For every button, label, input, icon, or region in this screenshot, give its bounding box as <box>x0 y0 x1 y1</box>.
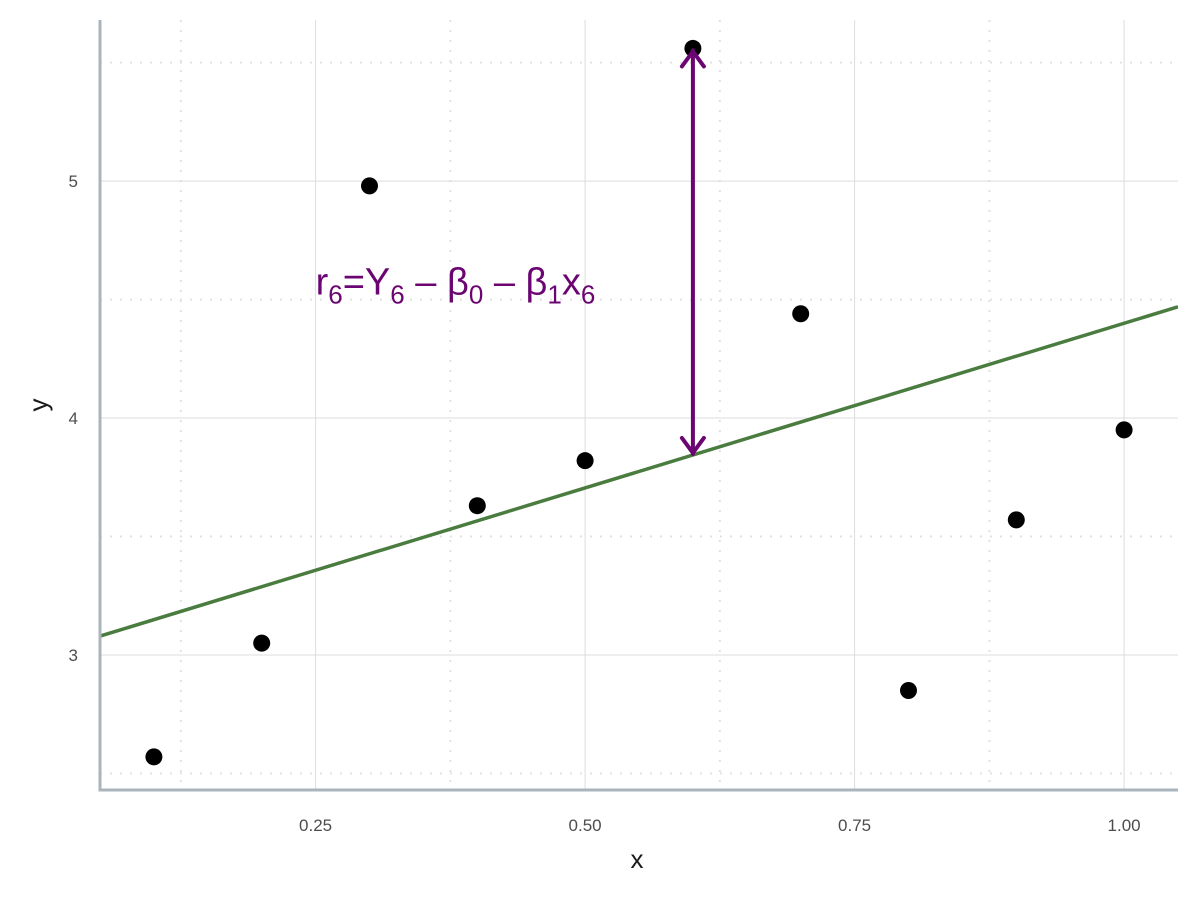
grid-minor <box>100 20 1178 790</box>
y-tick-labels: 3 4 5 <box>69 172 78 665</box>
data-point <box>1007 511 1025 529</box>
annotation-subscript: 1 <box>547 280 561 310</box>
annotation-subscript: 6 <box>390 280 404 310</box>
y-tick-label: 3 <box>69 646 78 665</box>
data-point <box>468 497 486 515</box>
x-tick-label: 0.50 <box>569 816 602 835</box>
annotation-text: =Y <box>343 262 391 304</box>
annotation-subscript: 6 <box>581 280 595 310</box>
data-point <box>361 177 378 195</box>
x-tick-labels: 0.25 0.50 0.75 1.00 <box>299 816 1141 835</box>
axes <box>98 20 1178 792</box>
annotation-subscript: 0 <box>469 280 483 310</box>
residual-arrow-head-bottom <box>679 435 706 455</box>
x-tick-label: 0.75 <box>838 816 871 835</box>
x-tick-label: 0.25 <box>299 816 332 835</box>
data-point <box>792 305 810 323</box>
data-point <box>576 452 594 470</box>
fit-line-group <box>100 305 1178 638</box>
annotation-text: – β <box>483 262 547 304</box>
residual-arrow-group <box>679 48 706 456</box>
residual-annotation: r6=Y6 – β0 – β1x6 <box>316 262 596 310</box>
residual-arrow-head-top <box>679 49 706 69</box>
annotation-text: x <box>562 262 581 304</box>
annotation-text: – β <box>405 262 469 304</box>
data-point <box>253 634 271 652</box>
y-tick-label: 5 <box>69 172 78 191</box>
y-axis-title: y <box>23 399 53 412</box>
y-tick-label: 4 <box>69 409 78 428</box>
fit-line <box>100 305 1178 638</box>
x-axis-title: x <box>631 844 644 874</box>
data-point <box>900 681 917 699</box>
x-tick-label: 1.00 <box>1108 816 1141 835</box>
points-group <box>145 39 1133 766</box>
data-point <box>1115 421 1133 439</box>
grid-major <box>100 20 1178 790</box>
data-point <box>145 748 163 766</box>
annotation-text: r <box>316 262 329 304</box>
annotation-subscript: 6 <box>328 280 342 310</box>
